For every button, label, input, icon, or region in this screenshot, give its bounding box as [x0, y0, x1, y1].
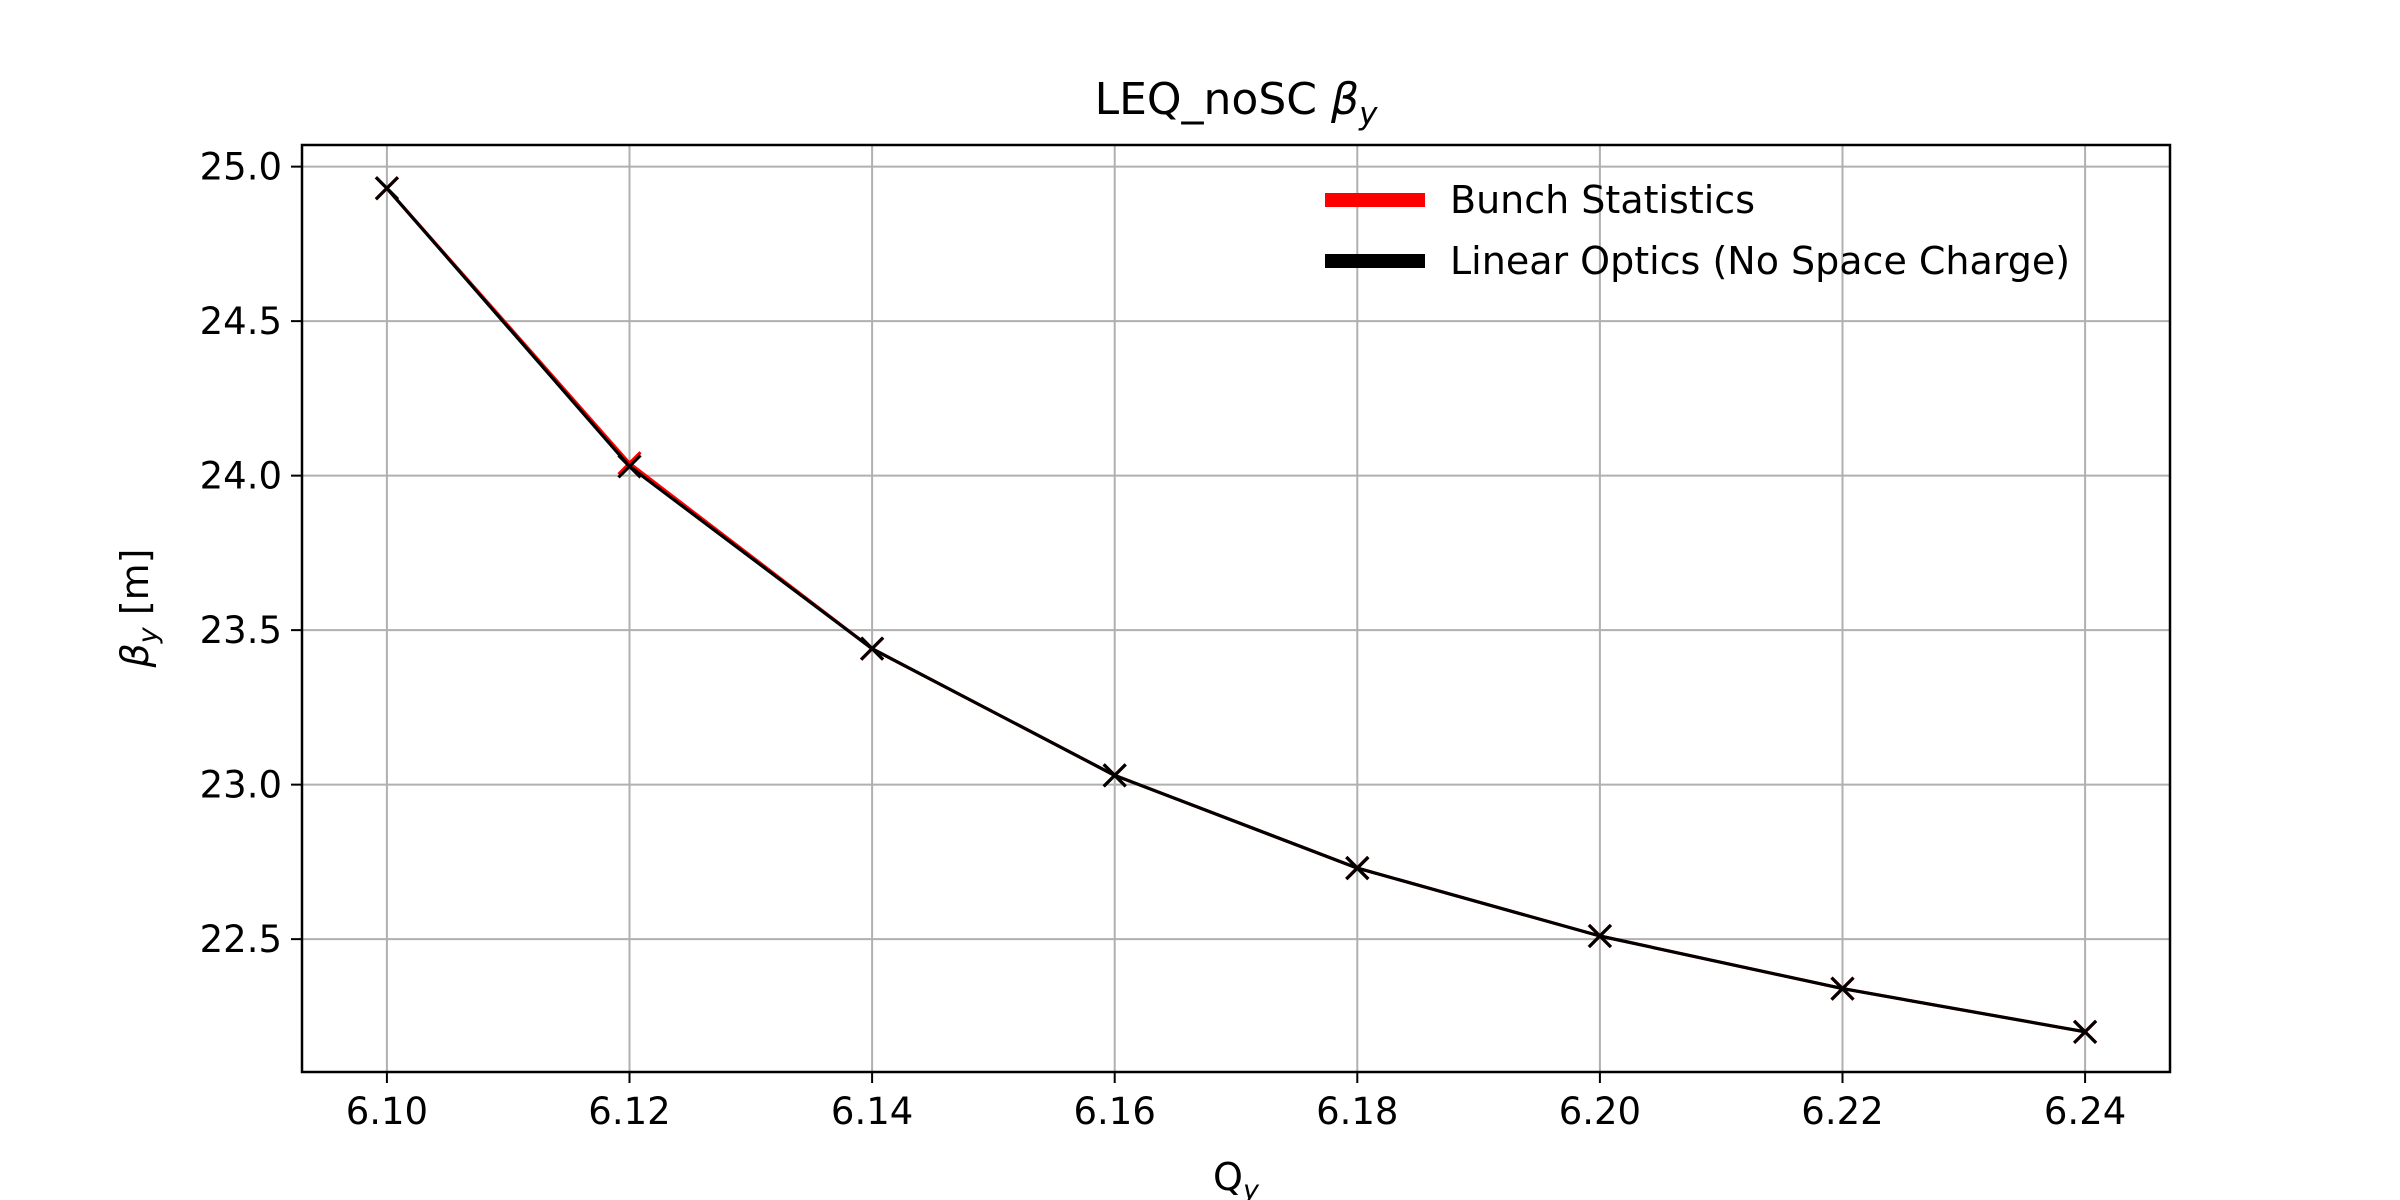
axes-frame — [300, 143, 2172, 1074]
data-point — [1587, 923, 1613, 949]
data-point — [374, 176, 400, 201]
legend-item: Bunch Statistics — [1325, 178, 1755, 222]
chart-title-subscript: y — [1358, 96, 1378, 132]
data-point — [2072, 1019, 2098, 1044]
data-point — [617, 454, 642, 479]
data-point — [1102, 763, 1127, 788]
data-point — [859, 636, 885, 661]
series-2 — [374, 176, 2098, 1044]
y-axis-label-unit: [m] — [113, 549, 157, 628]
legend: Bunch Statistics Linear Optics (No Space … — [1325, 178, 2070, 283]
y-axis-label-subscript: y — [133, 626, 164, 644]
x-tick-label: 6.24 — [2044, 1090, 2126, 1133]
x-axis-ticks: 6.10 6.12 6.14 6.16 6.18 6.20 6.22 6.24 — [346, 1072, 2126, 1133]
y-axis-label-symbol: β — [113, 643, 157, 668]
data-point — [1345, 855, 1370, 881]
grid — [302, 145, 2170, 1072]
y-axis-ticks: 22.5 23.0 23.5 24.0 24.5 25.0 — [200, 146, 302, 961]
x-tick-label: 6.16 — [1074, 1090, 1156, 1133]
x-tick-label: 6.12 — [588, 1090, 670, 1133]
series-line — [385, 187, 2086, 1034]
y-tick-label: 24.0 — [200, 455, 282, 498]
legend-item: Linear Optics (No Space Charge) — [1325, 239, 2070, 283]
x-tick-label: 6.18 — [1316, 1090, 1398, 1133]
y-tick-label: 25.0 — [200, 146, 282, 189]
x-tick-label: 6.14 — [831, 1090, 913, 1133]
x-axis-label: Qy — [1213, 1155, 1260, 1200]
y-tick-label: 22.5 — [200, 918, 282, 961]
series-layer — [374, 176, 2098, 1044]
x-tick-label: 6.10 — [346, 1090, 428, 1133]
legend-label: Linear Optics (No Space Charge) — [1450, 239, 2070, 283]
y-tick-label: 24.5 — [200, 300, 282, 343]
chart-title-main: LEQ_noSC — [1095, 74, 1331, 125]
legend-label: Bunch Statistics — [1450, 178, 1755, 222]
chart-title: LEQ_noSC βy — [1095, 74, 1379, 132]
y-axis-label: βy [m] — [113, 549, 164, 669]
y-tick-label: 23.5 — [200, 609, 282, 652]
data-point — [1830, 976, 1855, 1001]
x-tick-label: 6.22 — [1801, 1090, 1883, 1133]
x-axis-label-main: Q — [1213, 1155, 1243, 1199]
x-tick-label: 6.20 — [1559, 1090, 1641, 1133]
y-tick-label: 23.0 — [200, 764, 282, 807]
chart-title-symbol: β — [1330, 74, 1359, 125]
x-axis-label-subscript: y — [1242, 1175, 1260, 1200]
